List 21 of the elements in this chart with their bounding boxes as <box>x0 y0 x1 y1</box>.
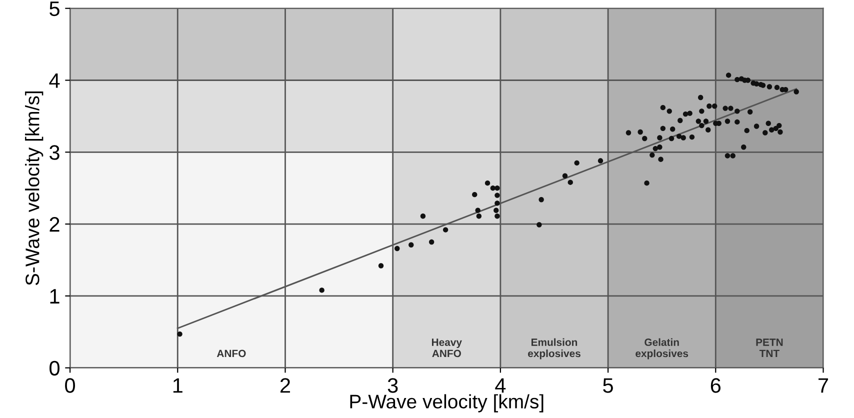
y-tick-label: 3 <box>50 145 60 160</box>
band-label: PETN TNT <box>756 338 783 358</box>
band-label: Gelatin explosives <box>636 338 688 360</box>
band-label: Heavy ANFO <box>432 338 462 358</box>
x-tick-label: 6 <box>710 378 721 393</box>
x-tick-label: 5 <box>603 378 613 393</box>
x-tick-label: 4 <box>495 378 506 393</box>
x-tick-label: 3 <box>388 378 398 393</box>
x-tick-label: 7 <box>818 378 828 393</box>
x-tick-label: 0 <box>65 378 76 393</box>
x-tick-label: 1 <box>173 378 182 393</box>
y-tick-label: 2 <box>50 217 60 232</box>
y-tick-label: 4 <box>49 73 60 88</box>
y-axis-title: S-Wave velocity [km/s] <box>25 92 44 286</box>
y-tick-label: 0 <box>50 360 60 376</box>
y-tick-label: 5 <box>50 2 60 16</box>
y-tick-label: 1 <box>50 289 60 304</box>
band-label: Emulsion explosives <box>528 338 580 360</box>
x-axis-title: P-Wave velocity [km/s] <box>350 394 544 412</box>
band-label: ANFO <box>216 350 246 358</box>
x-tick-label: 2 <box>280 378 290 393</box>
